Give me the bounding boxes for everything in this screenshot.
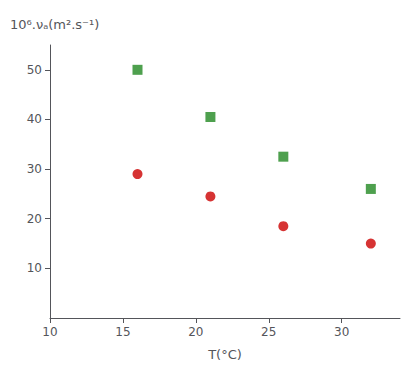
svg-text:10: 10 [42, 325, 57, 339]
svg-text:30: 30 [27, 162, 42, 176]
svg-text:20: 20 [27, 212, 42, 226]
svg-text:T(°C): T(°C) [207, 347, 242, 362]
svg-text:20: 20 [188, 325, 203, 339]
svg-text:10: 10 [27, 261, 42, 275]
svg-text:10⁶.νₐ(m².s⁻¹): 10⁶.νₐ(m².s⁻¹) [10, 17, 99, 32]
svg-text:30: 30 [334, 325, 349, 339]
svg-text:40: 40 [27, 112, 42, 126]
svg-text:50: 50 [27, 63, 42, 77]
svg-text:15: 15 [115, 325, 130, 339]
svg-text:25: 25 [261, 325, 276, 339]
